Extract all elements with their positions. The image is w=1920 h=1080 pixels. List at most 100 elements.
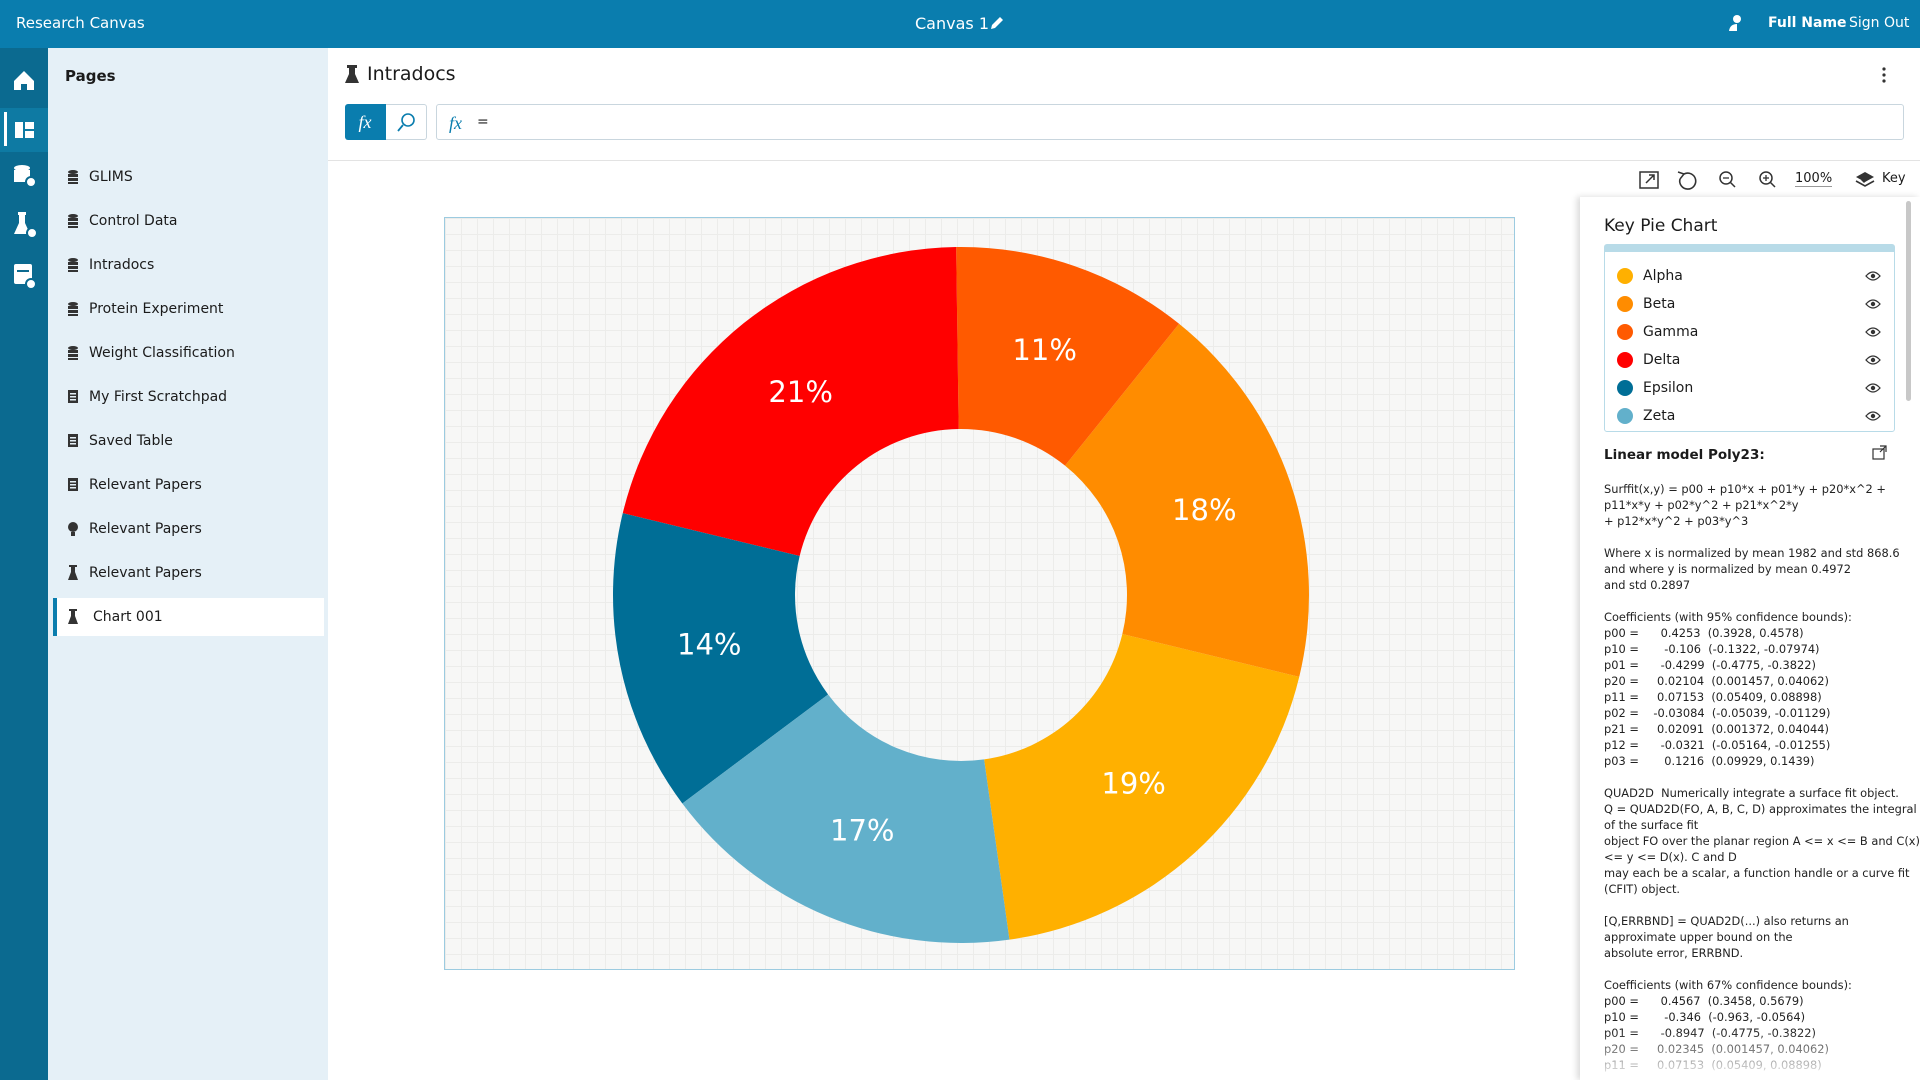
note-line: + p12*x*y^2 + p03*y^3 xyxy=(1604,514,1749,528)
page-item[interactable]: Protein Experiment xyxy=(53,290,324,328)
page-item[interactable]: Control Data xyxy=(53,202,324,240)
main: Intradocs xyxy=(328,48,1920,1080)
slice xyxy=(956,247,1180,466)
note-line: absolute error, ERRBND. xyxy=(1604,946,1744,960)
page-name: Protein Experiment xyxy=(89,301,224,317)
key-title: Key Pie Chart xyxy=(1604,216,1718,236)
legend-item[interactable]: Delta xyxy=(1617,348,1887,372)
visibility-toggle[interactable] xyxy=(1865,326,1881,338)
legend-label: Alpha xyxy=(1643,268,1683,284)
legend-label: Beta xyxy=(1643,296,1676,312)
canvas-toolbar: 100% Key xyxy=(328,160,1920,197)
note-line: object FO over the planar region A <= x … xyxy=(1604,834,1920,848)
page-icon xyxy=(68,478,78,491)
page-icon xyxy=(68,390,78,403)
page-item[interactable]: Relevant Papers xyxy=(53,554,324,592)
note-line: may each be a scalar, a function handle … xyxy=(1604,866,1910,880)
more-menu[interactable] xyxy=(1880,66,1888,84)
note-line: p10 = -0.106 (-0.1322, -0.07974) xyxy=(1604,642,1820,656)
page-name: Weight Classification xyxy=(89,345,235,361)
page-item[interactable]: Chart 001 xyxy=(53,598,324,636)
key-button[interactable]: Key xyxy=(1882,171,1906,186)
fx-button[interactable]: fx xyxy=(345,104,386,140)
slice xyxy=(622,247,959,556)
legend-swatch xyxy=(1617,352,1633,368)
note-line: p11*x*y + p02*y^2 + p21*x^2*y xyxy=(1604,498,1799,512)
legend-item[interactable]: Beta xyxy=(1617,292,1887,316)
canvas-name[interactable]: Canvas 1 xyxy=(915,14,989,33)
edit-icon[interactable] xyxy=(988,14,1006,32)
slice-label: 17% xyxy=(830,813,894,847)
legend-label: Zeta xyxy=(1643,408,1676,424)
slice-label: 14% xyxy=(677,628,741,662)
page-icon xyxy=(68,609,78,624)
visibility-toggle[interactable] xyxy=(1865,354,1881,366)
search-button[interactable] xyxy=(386,104,427,140)
app-name[interactable]: Research Canvas xyxy=(16,14,145,32)
page-icon xyxy=(68,302,78,316)
search-icon xyxy=(397,113,415,132)
formula-bar[interactable]: fx = xyxy=(436,104,1904,140)
page-icon xyxy=(68,214,78,228)
note-line: and std 0.2897 xyxy=(1604,578,1691,592)
note-line: Where x is normalized by mean 1982 and s… xyxy=(1604,546,1900,560)
model-notes: Surffit(x,y) = p00 + p10*x + p01*y + p20… xyxy=(1604,481,1920,1080)
page-item[interactable]: Saved Table xyxy=(53,422,324,460)
layers-icon[interactable] xyxy=(1855,170,1875,190)
note-line: p20 = 0.02104 (0.001457, 0.04062) xyxy=(1604,674,1829,688)
page-name: Relevant Papers xyxy=(89,565,202,581)
visibility-toggle[interactable] xyxy=(1865,298,1881,310)
legend-swatch xyxy=(1617,324,1633,340)
user-name[interactable]: Full Name xyxy=(1768,15,1847,31)
page-item[interactable]: GLIMS xyxy=(53,158,324,196)
key-panel: Key Pie Chart Alpha Beta Gamma Delta Epsilon… xyxy=(1580,197,1920,1080)
page-item[interactable]: My First Scratchpad xyxy=(53,378,324,416)
note-line: approximate upper bound on the xyxy=(1604,930,1793,944)
page-item[interactable]: Relevant Papers xyxy=(53,466,324,504)
page-icon xyxy=(68,346,78,360)
visibility-toggle[interactable] xyxy=(1865,382,1881,394)
fade xyxy=(1580,1030,1920,1080)
page-item[interactable]: Intradocs xyxy=(53,246,324,284)
slice xyxy=(613,513,829,804)
icon-rail xyxy=(0,48,48,1080)
page-item[interactable]: Weight Classification xyxy=(53,334,324,372)
legend-swatch xyxy=(1617,268,1633,284)
page-name: Chart 001 xyxy=(93,609,163,625)
page-name: My First Scratchpad xyxy=(89,389,228,405)
svg-text:fx: fx xyxy=(359,112,372,132)
user-icon[interactable] xyxy=(1726,14,1744,32)
legend-swatch xyxy=(1617,408,1633,424)
slice-label: 21% xyxy=(768,375,832,409)
sidebar-title: Pages xyxy=(65,67,116,85)
legend-item[interactable]: Epsilon xyxy=(1617,376,1887,400)
note-paragraph: Surffit(x,y) = p00 + p10*x + p01*y + p20… xyxy=(1604,481,1904,529)
donut-chart: 19% 18% 11% 21% 14% 17% xyxy=(613,247,1309,943)
slice xyxy=(984,634,1300,940)
export-icon[interactable] xyxy=(1872,445,1888,461)
note-paragraph: Where x is normalized by mean 1982 and s… xyxy=(1604,545,1904,593)
note-paragraph: QUAD2D Numerically integrate a surface f… xyxy=(1604,785,1920,897)
legend: Alpha Beta Gamma Delta Epsilon Zeta xyxy=(1604,244,1895,432)
toolbar-icons[interactable] xyxy=(1638,168,1878,192)
legend-label: Epsilon xyxy=(1643,380,1694,396)
note-line: [Q,ERRBND] = QUAD2D(...) also returns an xyxy=(1604,914,1849,928)
note-line: p02 = -0.03084 (-0.05039, -0.01129) xyxy=(1604,706,1831,720)
note-line: p10 = -0.346 (-0.963, -0.0564) xyxy=(1604,1010,1806,1024)
legend-item[interactable]: Zeta xyxy=(1617,404,1887,428)
page-name: Intradocs xyxy=(89,257,155,273)
visibility-toggle[interactable] xyxy=(1865,270,1881,282)
fx-label: fx xyxy=(449,113,462,133)
top-bar: Research Canvas Canvas 1 Full Name Sign … xyxy=(0,0,1920,48)
zoom-level[interactable]: 100% xyxy=(1795,171,1833,187)
legend-item[interactable]: Gamma xyxy=(1617,320,1887,344)
visibility-toggle[interactable] xyxy=(1865,410,1881,422)
legend-item[interactable]: Alpha xyxy=(1617,264,1887,288)
slice xyxy=(682,694,1010,943)
sign-out[interactable]: Sign Out xyxy=(1849,15,1910,31)
legend-label: Delta xyxy=(1643,352,1681,368)
page-item[interactable]: Relevant Papers xyxy=(53,510,324,548)
rail-icons[interactable] xyxy=(0,48,48,368)
slice-label: 11% xyxy=(1012,333,1076,367)
scrollbar[interactable] xyxy=(1906,201,1911,401)
